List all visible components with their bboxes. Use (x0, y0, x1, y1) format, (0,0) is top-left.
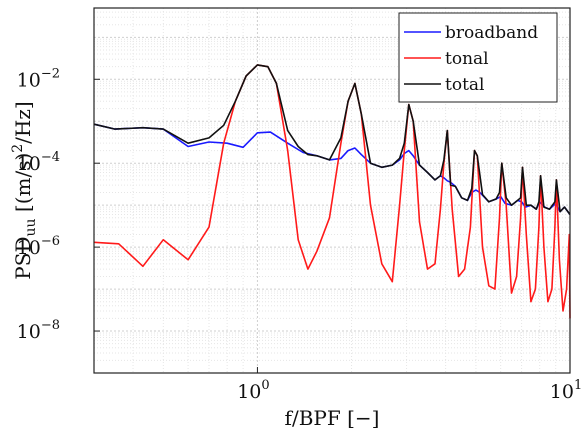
series-layer (93, 64, 571, 319)
legend-label-broadband: broadband (445, 23, 538, 43)
y-axis-label-base: PSD (11, 237, 35, 280)
axis-ticks: 100 101 10−8 10−6 10−4 10−2 (17, 66, 583, 403)
series-line-total (93, 64, 571, 215)
y-axis-label-sub: uu (23, 218, 39, 236)
x-tick-label: 100 (237, 378, 269, 403)
plot-frame (93, 7, 571, 374)
y-tick-label: 10−4 (17, 150, 60, 175)
y-axis-label-units: [(m/s) (11, 153, 35, 212)
y-tick-label: 10−8 (17, 318, 60, 343)
legend: broadband tonal total (398, 12, 558, 103)
legend-label-total: total (445, 75, 484, 95)
x-tick-label: 101 (550, 378, 582, 403)
legend-label-tonal: tonal (445, 49, 489, 69)
y-tick-label: 10−2 (17, 66, 60, 91)
y-tick-label: 10−6 (17, 234, 60, 259)
x-axis-label: f/BPF [−] (285, 406, 380, 430)
y-axis-label-tail: /Hz] (11, 101, 35, 144)
y-axis-label-sup: 2 (10, 144, 26, 153)
series-line-tonal (93, 64, 571, 319)
y-axis-label: PSDuu [(m/s)2/Hz] (10, 101, 39, 279)
